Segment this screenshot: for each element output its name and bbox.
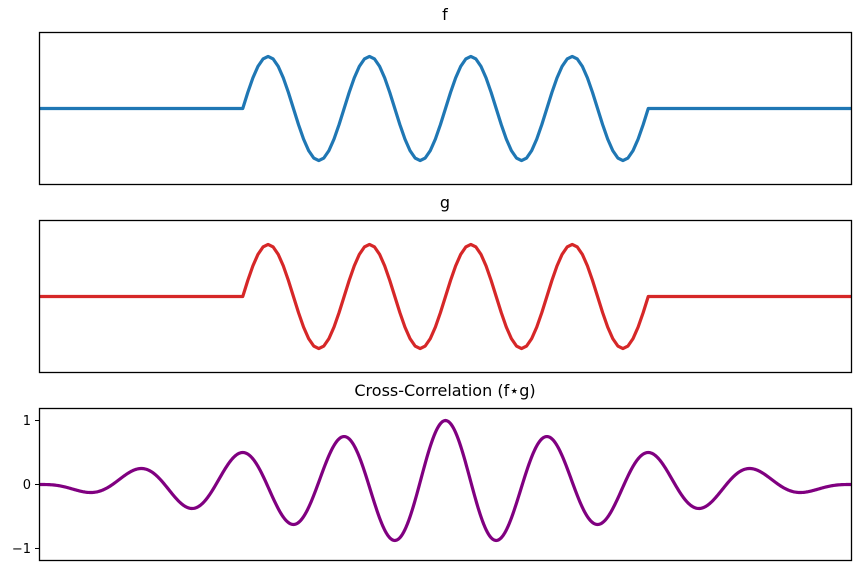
y-tick-label: 0: [23, 478, 31, 493]
panel-xcorr: Cross-Correlation (f⋆g) 1 0 −1: [12, 381, 853, 562]
y-tick-label: 1: [23, 414, 31, 429]
series-f-line: [40, 54, 851, 163]
panel-xcorr-frame: [38, 407, 853, 562]
panel-f-frame: [38, 31, 853, 186]
panel-g-title: g: [440, 193, 450, 212]
panel-f-title: f: [442, 5, 448, 24]
y-axis-ticks: 1 0 −1: [12, 414, 40, 557]
panel-xcorr-title: Cross-Correlation (f⋆g): [354, 381, 535, 400]
panel-g-frame: [38, 219, 853, 374]
panel-f: f: [38, 5, 853, 186]
series-xcorr-line: [39, 418, 852, 543]
y-tick-label: −1: [12, 542, 31, 557]
panel-g: g: [38, 193, 853, 374]
series-g-line: [40, 242, 851, 351]
